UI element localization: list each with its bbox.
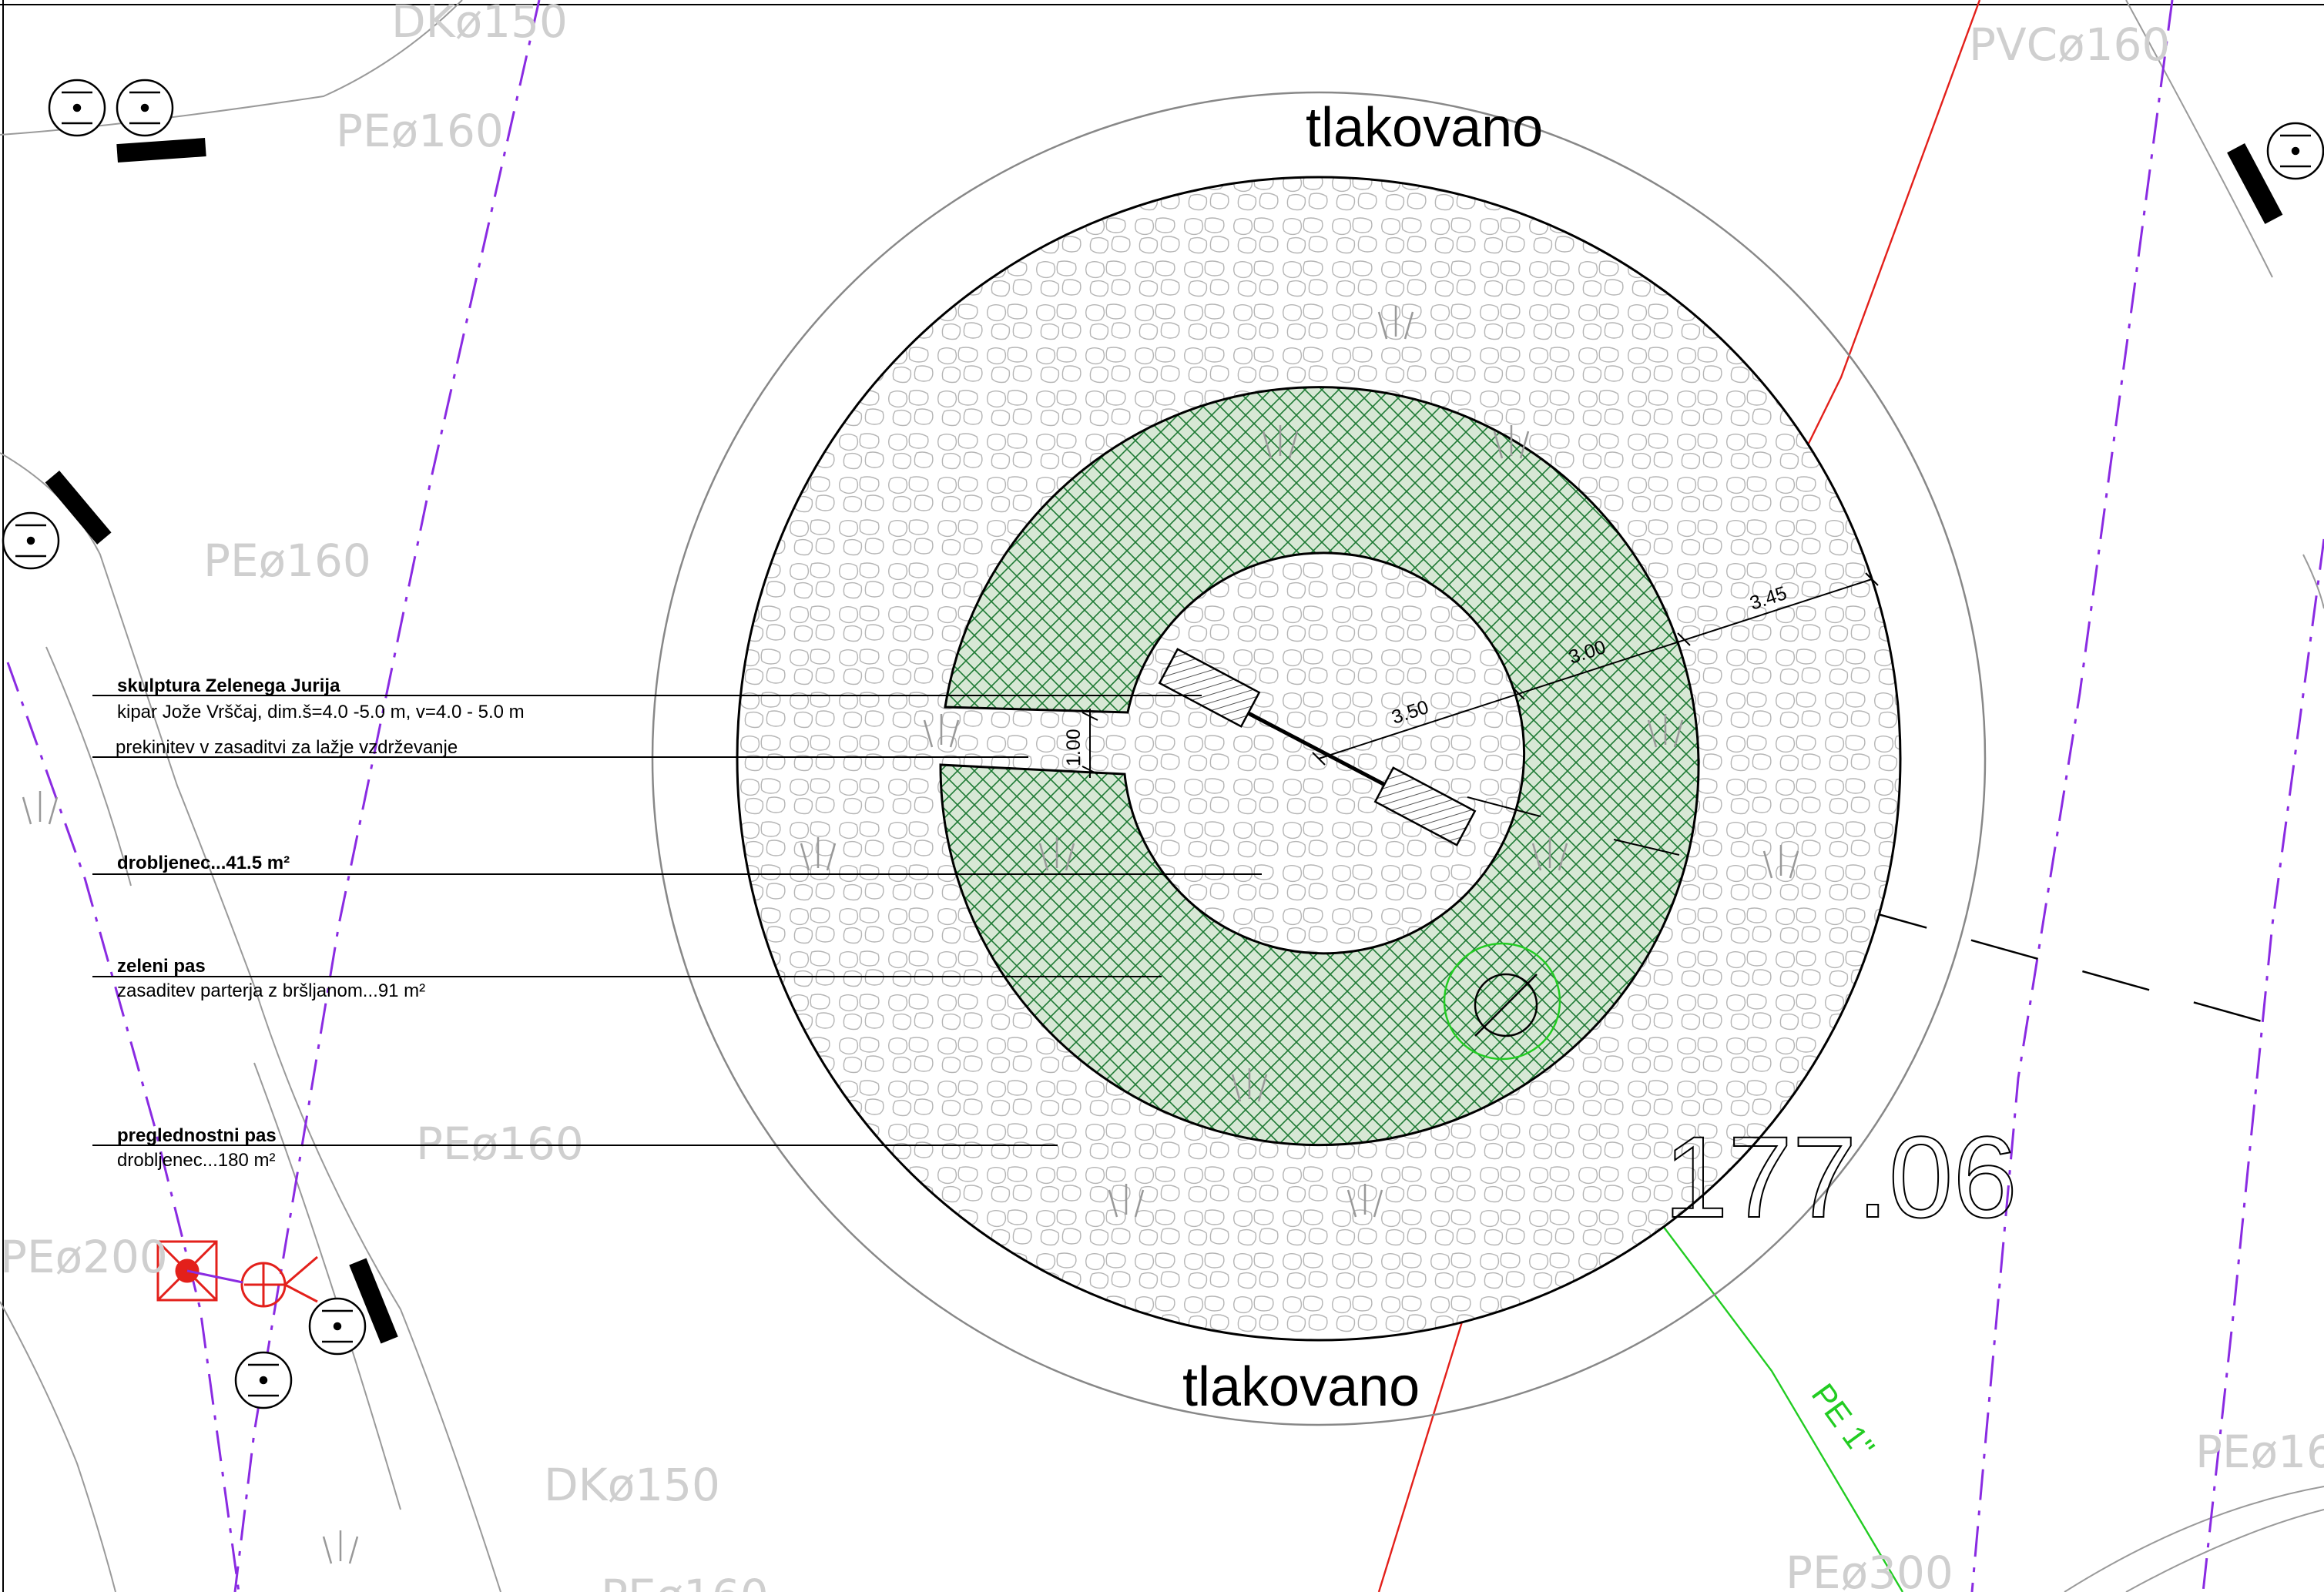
svg-text:1.00: 1.00	[1063, 729, 1085, 766]
hydrant-symbol	[156, 1240, 318, 1308]
svg-text:PEø160: PEø160	[336, 105, 504, 157]
legend-item-2-detail: prekinitev v zasaditvi za lažje vzdrževa…	[116, 737, 458, 758]
svg-text:DKø150: DKø150	[544, 1459, 720, 1511]
legend-item-4-detail: zasaditev parterja z bršljanom...91 m²	[117, 980, 425, 1001]
svg-text:PEø300: PEø300	[1786, 1547, 1953, 1592]
green-pipe-label: PE 1"	[1805, 1377, 1882, 1464]
outer-boundary-circle	[651, 91, 1987, 1426]
legend-leaders	[92, 695, 1262, 1146]
legend-item-5-detail: drobljenec...180 m²	[117, 1150, 275, 1171]
legend-item-1-detail: kipar Jože Vrščaj, dim.š=4.0 -5.0 m, v=4…	[117, 702, 525, 722]
paved-label-bottom: tlakovano	[1182, 1356, 1420, 1418]
legend-item-4-title: zeleni pas	[117, 956, 206, 977]
legend-item-1-title: skulptura Zelenega Jurija	[117, 675, 340, 696]
svg-text:PEø16: PEø16	[2195, 1426, 2324, 1478]
legend: skulptura Zelenega Jurija kipar Jože Vrš…	[116, 675, 525, 1171]
svg-text:PVCø160: PVCø160	[1969, 18, 2170, 71]
svg-text:PEø200: PEø200	[0, 1231, 168, 1283]
svg-text:PEø160: PEø160	[601, 1570, 769, 1592]
paved-label-top: tlakovano	[1306, 97, 1543, 159]
tree-symbol	[1443, 942, 1561, 1061]
elevation-label: 177.06	[1664, 1112, 2017, 1242]
grass-symbols	[22, 306, 1799, 1564]
svg-text:PEø160: PEø160	[416, 1118, 584, 1170]
sculpture-symbol	[1158, 648, 1477, 846]
dimension-lines	[1082, 572, 1879, 856]
benches	[45, 138, 2283, 1344]
purple-pipes	[6, 0, 2324, 1592]
axis-dashed-line	[1748, 876, 2273, 1026]
green-planting-ring	[939, 386, 1700, 1147]
svg-text:PEø160: PEø160	[203, 535, 371, 587]
svg-text:DKø150: DKø150	[391, 0, 568, 48]
street-lamps	[2, 79, 2324, 1409]
legend-item-5-title: preglednostni pas	[117, 1125, 277, 1146]
legend-item-3-title: drobljenec...41.5 m²	[117, 853, 290, 873]
